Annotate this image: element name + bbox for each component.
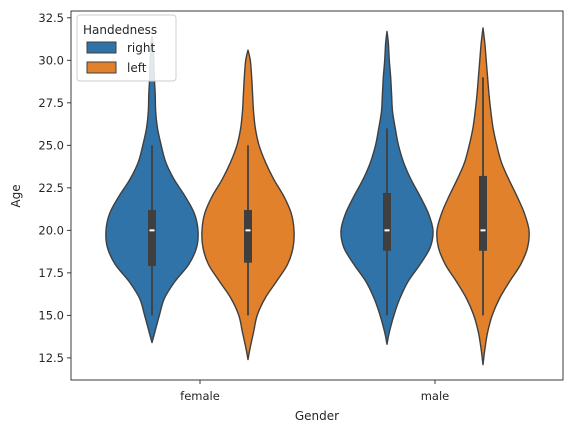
x-tick-label-female: female [180,389,220,403]
violin-iqr-box [479,175,487,251]
violin-female-left [201,49,295,361]
y-tick-label: 17.5 [38,266,64,280]
x-axis-label: Gender [295,409,339,423]
legend-swatch-right [86,41,117,54]
legend: Handedness right left [76,14,177,82]
violin-iqr-box [383,192,391,251]
y-tick-label: 15.0 [38,308,64,322]
violin-male-right [340,30,434,345]
y-axis-label: Age [9,184,23,207]
x-tick-label-male: male [421,389,450,403]
y-tick-label: 25.0 [38,138,64,152]
y-tick-label: 27.5 [38,96,64,110]
y-tick-label: 12.5 [38,351,64,365]
y-tick-label: 20.0 [38,223,64,237]
violin-iqr-box [148,209,156,267]
legend-title: Handedness [83,23,157,37]
x-axis: female male [180,380,449,403]
y-axis: 12.5 15.0 17.5 20.0 22.5 25.0 27.5 30.0 32.5 [38,11,71,365]
y-tick-label: 30.0 [38,53,64,67]
y-tick-label: 22.5 [38,181,64,195]
violin-male-left [436,27,530,366]
violin-iqr-box [244,209,252,263]
plot-frame [70,10,564,381]
legend-label-left: left [127,61,147,75]
violins-layer [105,27,530,366]
y-tick-label: 32.5 [38,11,64,25]
legend-label-right: right [127,41,155,55]
legend-swatch-left [86,61,117,74]
